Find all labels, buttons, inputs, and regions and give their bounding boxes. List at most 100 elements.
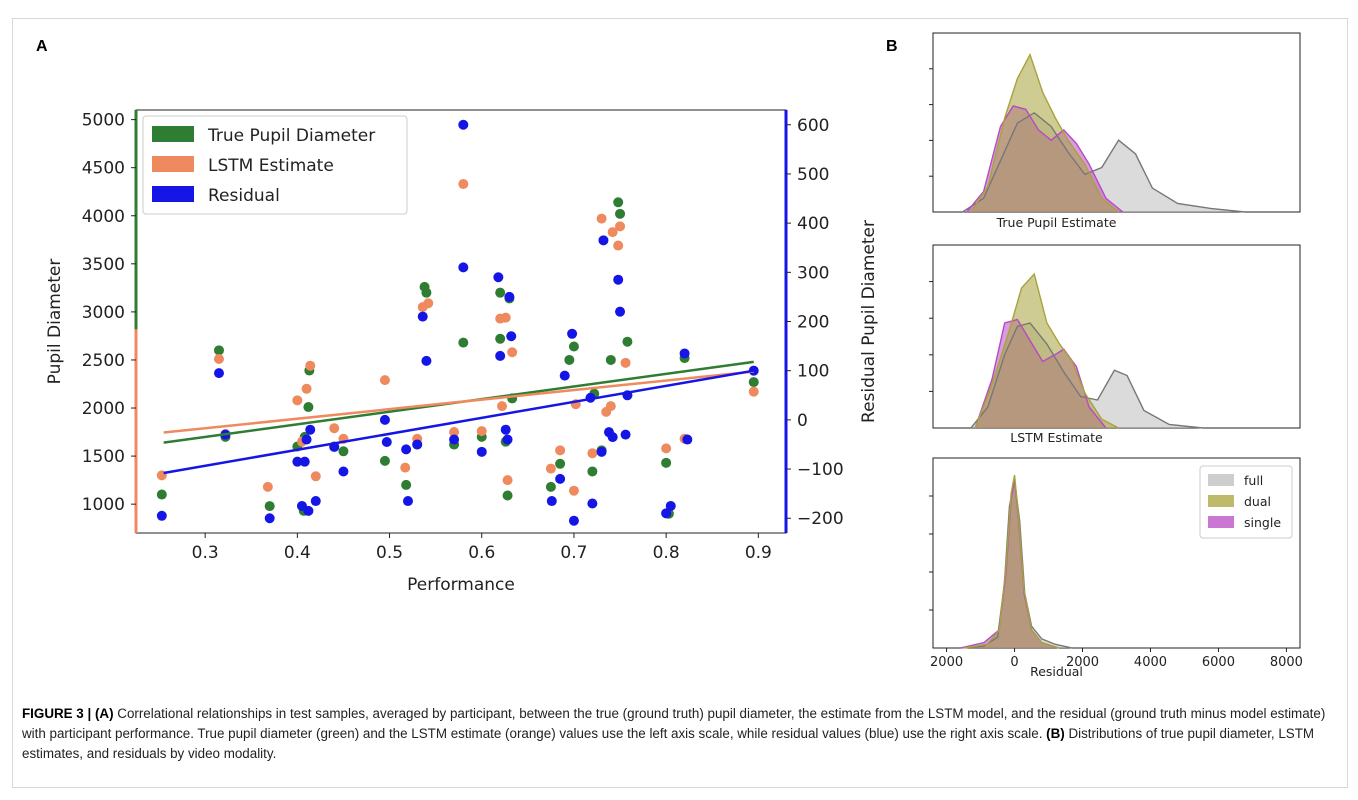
true-pupil-diameter-point — [495, 287, 506, 298]
y2-tick-label: 500 — [797, 165, 829, 185]
caption-part-b-text: Distributions of true pupil diameter, LS… — [22, 726, 1315, 761]
y-tick-label: 2500 — [82, 351, 125, 371]
true-pupil-diameter-point — [605, 354, 616, 365]
legend-label: True Pupil Diameter — [207, 126, 375, 146]
residual-point — [567, 328, 578, 339]
y-tick-label: 5000 — [82, 111, 125, 131]
true-pupil-diameter-point — [495, 333, 506, 344]
residual-trendline — [163, 369, 754, 475]
legend-swatch — [1208, 495, 1234, 507]
residual-point — [264, 513, 275, 524]
residual-point — [213, 368, 224, 379]
true-pupil-diameter-point — [213, 345, 224, 356]
lstm-estimate-point — [605, 401, 616, 412]
dual-distribution-fill — [970, 54, 1119, 213]
y-tick-label: 3000 — [82, 303, 125, 323]
residual-point — [458, 119, 469, 130]
legend-label: LSTM Estimate — [208, 156, 334, 176]
residual-point — [598, 235, 609, 246]
residual-point — [620, 429, 631, 440]
lstm-estimate-point — [615, 221, 626, 232]
caption-part-a-label: (A) — [94, 706, 114, 721]
legend-label: dual — [1244, 494, 1271, 509]
residual-point — [495, 350, 506, 361]
residual-point — [587, 498, 598, 509]
lstm-estimate-trendline — [163, 370, 754, 434]
true-pupil-diameter-point — [458, 337, 469, 348]
residual-point — [500, 424, 511, 435]
residual-point — [559, 370, 570, 381]
true-pupil-diameter-point — [338, 446, 349, 457]
figure-charts: 0.3 0.4 0.5 0.6 0.7 0.8 0.91000150020002500300… — [45, 32, 1303, 679]
true-pupil-diameter-point — [564, 354, 575, 365]
residual-point — [379, 414, 390, 425]
y2-tick-label: 400 — [797, 214, 829, 234]
full-kde-line — [962, 111, 1246, 213]
true-pupil-diameter-point — [264, 501, 275, 512]
true-pupil-diameter-point — [303, 402, 314, 413]
residual-point — [292, 456, 303, 467]
x-axis-label: Residual — [1030, 664, 1083, 679]
residual-point — [665, 500, 676, 511]
x-tick-label: 6000 — [1202, 655, 1235, 670]
caption-part-a-text: Correlational relationships in test samp… — [22, 706, 1326, 741]
lstm-estimate-point — [607, 227, 618, 238]
x-axis-label: Performance — [407, 575, 515, 595]
figure-caption: FIGURE 3 | (A) Correlational relationshi… — [22, 704, 1332, 764]
residual-point — [299, 456, 310, 467]
x-tick-label: 0.3 — [192, 543, 219, 563]
x-tick-label: 0.6 — [468, 543, 495, 563]
y-tick-label: 3500 — [82, 255, 125, 275]
lstm-estimate-point — [500, 312, 511, 323]
lstm-estimate-point — [305, 360, 316, 371]
x-tick-label: 0.7 — [560, 543, 587, 563]
lstm-estimate-point — [423, 298, 434, 309]
x-tick-label: 2000 — [1066, 655, 1099, 670]
dual-kde-line — [970, 52, 1120, 213]
lstm-estimate-point — [587, 448, 598, 459]
x-tick-label: 0 — [1010, 655, 1018, 670]
true-pupil-diameter-point — [568, 341, 579, 352]
y2-tick-label: 0 — [797, 411, 808, 431]
true-pupil-diameter-point — [748, 377, 759, 388]
lstm-estimate-point — [476, 426, 487, 437]
residual-point — [417, 311, 428, 322]
residual-point — [381, 437, 392, 448]
lstm-estimate-point — [497, 401, 508, 412]
y2-tick-label: −100 — [797, 460, 844, 480]
true-pupil-diameter-point — [379, 455, 390, 466]
lstm-estimate-point — [262, 481, 273, 492]
residual-point — [493, 272, 504, 283]
x-tick-label: 0.8 — [653, 543, 680, 563]
lstm-estimate-point — [620, 357, 631, 368]
lstm-estimate-point — [213, 353, 224, 364]
lstm-estimate-point — [545, 463, 556, 474]
true-pupil-diameter-point — [555, 458, 566, 469]
lstm-estimate-point — [310, 471, 321, 482]
y-tick-label: 1500 — [82, 447, 125, 467]
residual-point — [421, 355, 432, 366]
true-pupil-diameter-point — [622, 336, 633, 347]
y-tick-label: 4000 — [82, 207, 125, 227]
figure-border — [12, 18, 1348, 788]
true-pupil-diameter-point — [545, 481, 556, 492]
y2-tick-label: 200 — [797, 313, 829, 333]
residual-point — [607, 432, 618, 443]
residual-point — [301, 434, 312, 445]
lstm-estimate-point — [568, 485, 579, 496]
residual-point — [303, 505, 314, 516]
residual-point — [661, 508, 672, 519]
y2-axis-label: Residual Pupil Diameter — [859, 220, 879, 423]
y2-tick-label: 300 — [797, 263, 829, 283]
x-tick-label: 4000 — [1134, 655, 1167, 670]
x-tick-label: 2000 — [930, 655, 963, 670]
legend-swatch — [152, 126, 194, 142]
lstm-estimate-point — [400, 462, 411, 473]
scatter-panel: 0.3 0.4 0.5 0.6 0.7 0.8 0.91000150020002500300… — [45, 109, 879, 595]
panel-a-label: A — [36, 38, 48, 55]
legend-box — [142, 115, 408, 215]
residual-point — [596, 446, 607, 457]
x-tick-label: 8000 — [1270, 655, 1303, 670]
